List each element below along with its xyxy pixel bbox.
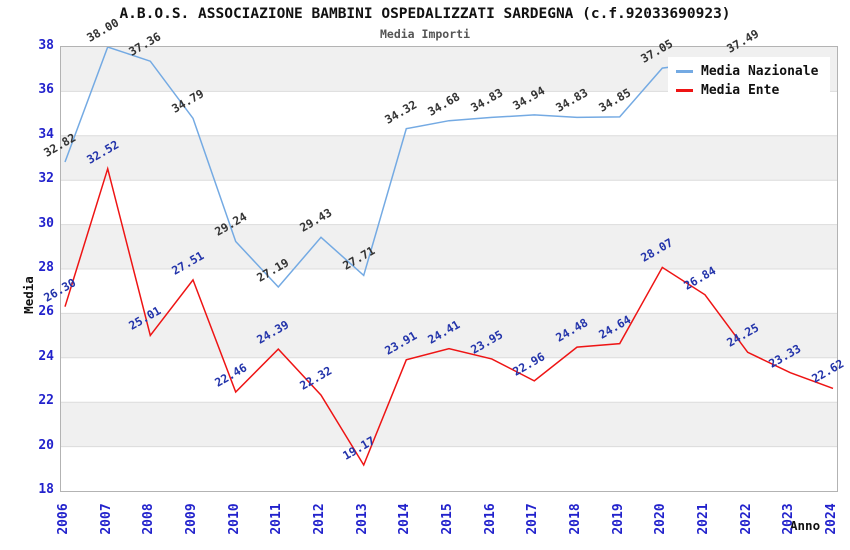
x-tick-label: 2014 [397,503,413,535]
legend-item-media-nazionale: Media Nazionale [676,62,822,81]
legend-label: Media Ente [701,83,780,98]
y-tick-label: 26 [38,304,54,320]
chart-subtitle: Media Importi [379,27,470,41]
x-tick-label: 2021 [696,503,711,535]
x-tick-label: 2018 [568,503,583,535]
y-tick-label: 36 [38,82,54,98]
y-tick-label: 24 [38,348,54,364]
x-axis-label: Anno [790,518,821,533]
y-tick-label: 38 [38,38,54,53]
x-tick-label: 2013 [354,503,370,535]
y-tick-label: 18 [38,482,54,497]
x-tick-label: 2010 [226,503,242,535]
x-tick-label: 2007 [98,503,114,535]
x-tick-label: 2024 [824,503,839,535]
x-tick-label: 2015 [440,503,455,535]
y-tick-label: 30 [38,215,54,231]
x-tick-label: 2019 [610,503,626,535]
media-ente-line [64,165,834,467]
y-tick-label: 32 [38,171,54,187]
x-tick-label: 2020 [653,503,669,535]
y-tick-label: 34 [38,126,54,142]
x-tick-label: 2012 [312,503,327,535]
x-tick-label: 2006 [56,503,71,535]
x-tick-label: 2023 [781,503,797,535]
legend: Media Nazionale Media Ente [668,57,830,105]
chart-title: A.B.O.S. ASSOCIAZIONE BAMBINI OSPEDALIZZ… [119,6,731,22]
y-tick-label: 28 [38,260,54,275]
legend-line-swatch [676,70,693,73]
y-tick-label: 20 [38,437,54,453]
x-tick-label: 2008 [141,503,157,535]
x-tick-label: 2022 [738,503,754,535]
legend-line-swatch [676,89,693,92]
legend-item-media-ente: Media Ente [676,81,822,100]
x-tick-label: 2009 [184,503,199,535]
x-tick-label: 2011 [269,503,285,535]
x-tick-label: 2017 [525,503,541,535]
x-tick-label: 2016 [482,503,498,535]
legend-label: Media Nazionale [701,64,819,79]
y-tick-label: 22 [38,393,54,409]
